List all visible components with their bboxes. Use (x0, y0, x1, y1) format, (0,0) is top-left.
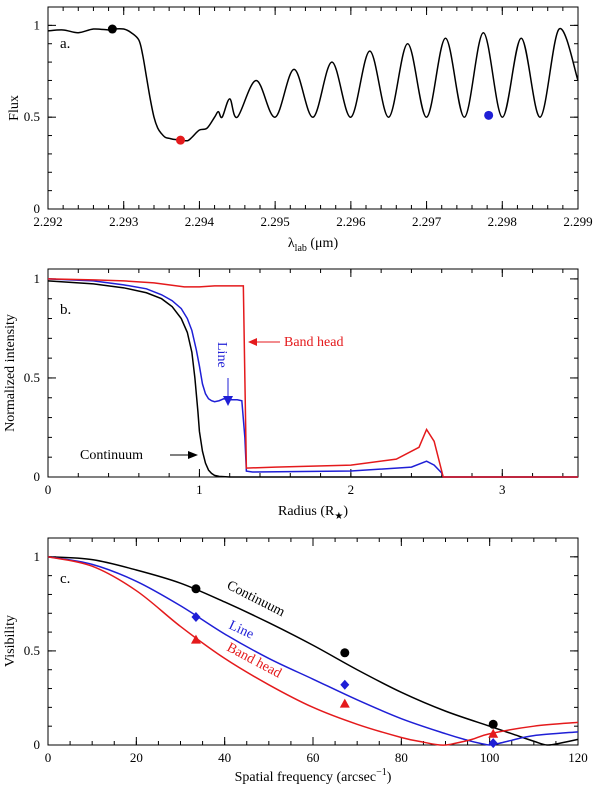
panel-b-label: b. (60, 302, 71, 318)
panel-a-ytick-label: 1 (34, 17, 41, 32)
panel-a-xtick-label: 2.297 (412, 214, 442, 229)
panel-b: 0 1 2 3 0 0.5 1 b. Normalized intensity Radius… (3, 268, 579, 522)
panel-c-blue-diamond-marker (488, 738, 498, 749)
band-head-annotation: Band head (284, 335, 343, 350)
panel-c: 0 20 40 60 80 100 120 0 0.5 1 c. Visibility Spati… (3, 537, 588, 785)
panel-c-xlabel-sup: −1 (376, 767, 387, 778)
panel-b-xlabel-unit: ) (343, 504, 348, 519)
panel-a-xtick-label: 2.296 (336, 214, 366, 229)
panel-b-ticks: 0 1 2 3 0 0.5 1 (24, 269, 578, 497)
panel-c-xtick-label: 20 (130, 750, 143, 765)
line-arrowhead (223, 396, 233, 406)
panel-b-series (47, 278, 578, 478)
panel-c-xtick-label: 100 (480, 750, 500, 765)
panel-c-black-circle-marker (191, 584, 201, 594)
panel-b-xtick-label: 0 (45, 482, 52, 497)
panel-a-label: a. (60, 36, 70, 52)
panel-a-flux-line (47, 27, 579, 142)
panel-b-ytick-label: 0 (34, 469, 41, 484)
panel-a-frame (47, 6, 579, 210)
panel-c-ticks: 0 20 40 60 80 100 120 0 0.5 1 (24, 537, 588, 765)
panel-a-xtick-label: 2.295 (261, 214, 290, 229)
panel-c-ylabel: Visibility (3, 615, 18, 667)
panel-a-xlabel-main: λ (288, 236, 295, 251)
panel-b-ylabel: Normalized intensity (3, 314, 18, 432)
panel-a-red-circle-marker (176, 135, 185, 145)
panel-c-xlabel-unit: ) (387, 770, 392, 785)
panel-b-frame (47, 268, 579, 478)
panel-a-blue-circle-marker (484, 110, 494, 120)
panel-c-xtick-label: 40 (218, 750, 231, 765)
panel-b-xtick-label: 1 (196, 482, 203, 497)
panel-a-xtick-label: 2.294 (185, 214, 215, 229)
panel-c-blue-diamond-marker (340, 679, 350, 690)
panel-c-red-triangle-marker (190, 634, 201, 644)
panel-c-xtick-label: 120 (568, 750, 588, 765)
panel-c-blue-diamond-marker (191, 612, 201, 623)
panel-b-band-head-line (47, 278, 578, 478)
line-curve-label: Line (226, 618, 256, 642)
panel-a-ylabel: Flux (7, 95, 22, 121)
panel-c-black-circle-marker (340, 648, 350, 658)
continuum-annotation: Continuum (80, 448, 143, 463)
panel-c-xlabel: Spatial frequency (arcsec−1) (235, 767, 392, 785)
panel-c-series (47, 556, 579, 746)
panel-b-xtick-label: 2 (348, 482, 355, 497)
panel-c-xtick-label: 80 (395, 750, 408, 765)
panel-c-line-line (47, 556, 579, 746)
panel-c-continuum-line (47, 556, 579, 746)
panel-c-markers (190, 584, 499, 749)
panel-a-series (47, 27, 579, 142)
panel-c-xtick-label: 60 (307, 750, 320, 765)
panel-a-xlabel-unit: (μm) (307, 236, 339, 251)
panel-c-black-circle-marker (488, 719, 498, 729)
panel-b-ytick-label: 1 (34, 271, 41, 286)
panel-a-xlabel: λlab (μm) (288, 236, 339, 254)
panel-b-continuum-line (47, 280, 578, 478)
panel-c-xlabel-main: Spatial frequency (arcsec (235, 770, 376, 785)
panel-b-xtick-label: 3 (499, 482, 506, 497)
continuum-arrowhead (188, 451, 198, 459)
panel-c-band-head-line (47, 556, 579, 746)
panel-b-xlabel-main: Radius (R (278, 504, 335, 519)
panel-a-ytick-label: 0.5 (24, 109, 40, 124)
line-annotation: Line (214, 342, 229, 368)
panel-a-xtick-label: 2.298 (488, 214, 517, 229)
band-head-arrowhead (248, 338, 257, 346)
panel-a-ticks: 2.292 2.293 2.294 2.295 2.296 2.297 2.298 2.299… (24, 6, 593, 229)
panel-a-xlabel-sub: lab (295, 243, 307, 254)
panel-b-ytick-label: 0.5 (24, 370, 40, 385)
panel-c-frame (47, 537, 579, 746)
panel-c-ytick-label: 0 (34, 737, 41, 752)
panel-c-ytick-label: 1 (34, 549, 41, 564)
panel-c-label: c. (60, 571, 70, 587)
panel-a-xtick-label: 2.299 (563, 214, 592, 229)
panel-a-ytick-label: 0 (34, 201, 41, 216)
panel-c-ytick-label: 0.5 (24, 643, 40, 658)
panel-b-xlabel-sub: ★ (334, 511, 343, 522)
panel-b-line-line (47, 278, 578, 478)
panel-c-red-triangle-marker (488, 728, 499, 738)
panel-a-xtick-label: 2.293 (109, 214, 138, 229)
panel-a-xtick-label: 2.292 (33, 214, 62, 229)
panel-a: 2.292 2.293 2.294 2.295 2.296 2.297 2.298 2.299… (7, 6, 593, 254)
panel-a-black-circle-marker (107, 24, 117, 34)
panel-a-markers (107, 24, 494, 145)
continuum-curve-label: Continuum (224, 578, 287, 620)
panel-b-xlabel: Radius (R★) (278, 504, 348, 522)
panel-c-xtick-label: 0 (45, 750, 52, 765)
panel-c-red-triangle-marker (339, 698, 350, 708)
